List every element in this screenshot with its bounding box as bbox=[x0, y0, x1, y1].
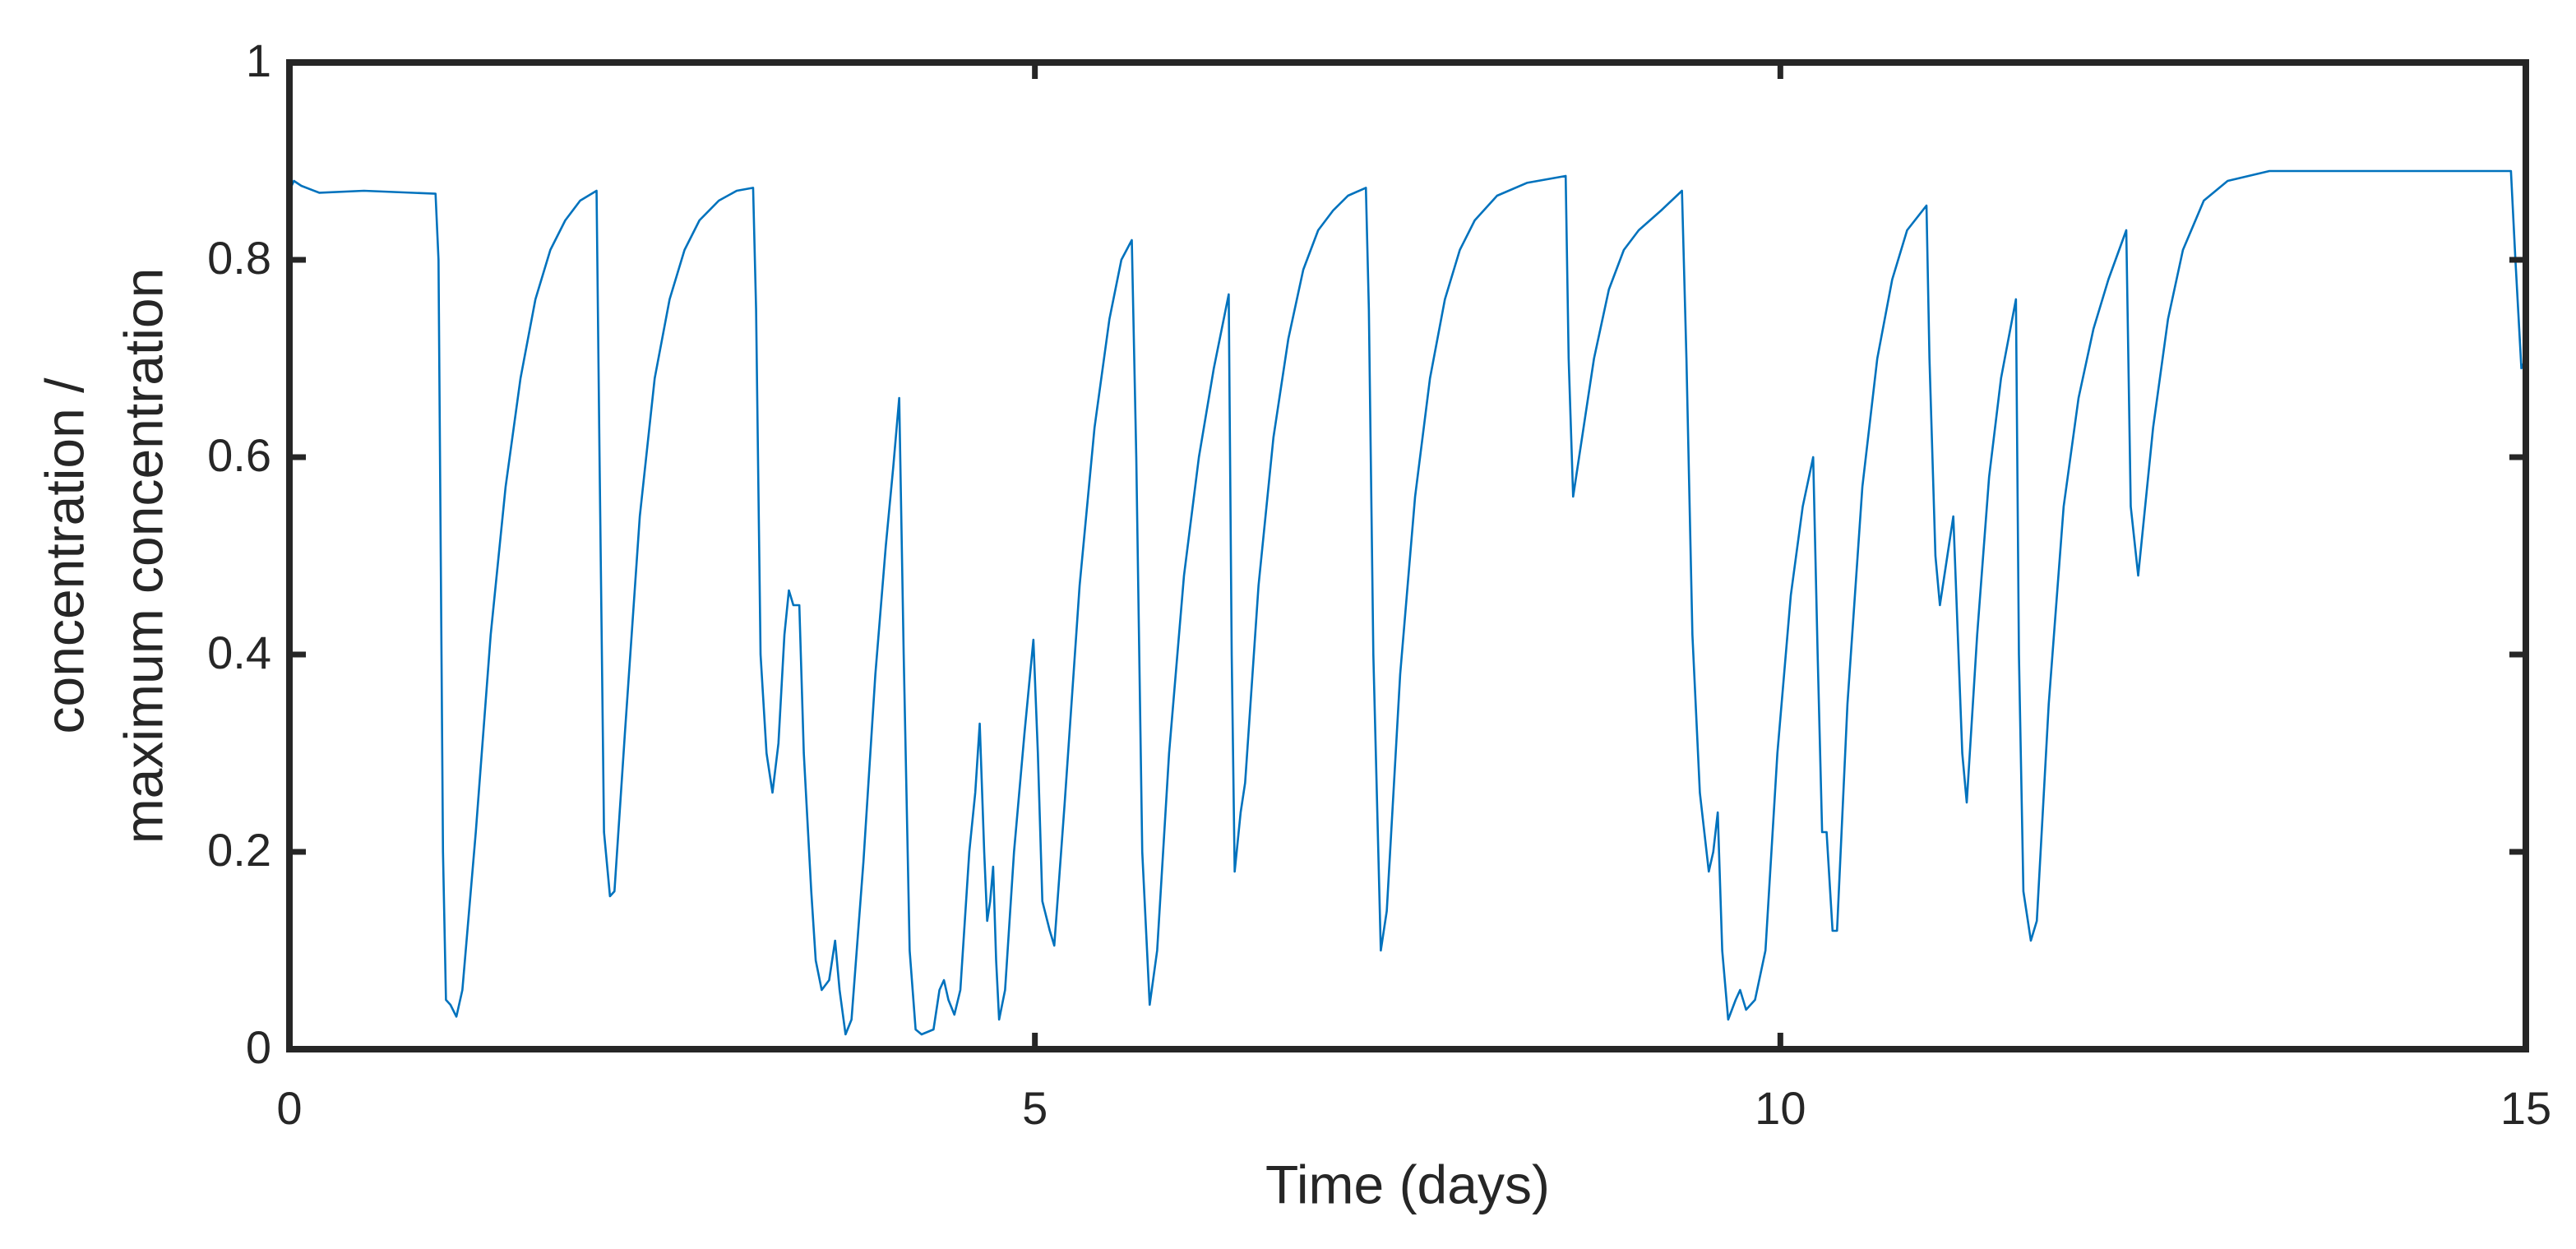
y-tick-label: 0.4 bbox=[207, 627, 271, 678]
x-tick-label: 5 bbox=[1022, 1082, 1048, 1134]
x-axis-title: Time (days) bbox=[1265, 1154, 1550, 1214]
y-axis-title: concentration / bbox=[34, 377, 95, 734]
plot-frame bbox=[286, 59, 2529, 1052]
y-tick-label: 0.8 bbox=[207, 232, 271, 284]
y-axis-title: maximum concentration bbox=[113, 268, 173, 844]
data-line bbox=[288, 169, 2527, 1036]
x-tick-label: 0 bbox=[276, 1082, 302, 1134]
y-tick-label: 0 bbox=[246, 1021, 271, 1073]
y-tick-label: 0.2 bbox=[207, 824, 271, 876]
x-tick-label: 10 bbox=[1755, 1082, 1806, 1134]
x-tick-label: 15 bbox=[2500, 1082, 2551, 1134]
y-tick-label: 1 bbox=[246, 35, 271, 86]
y-tick-label: 0.6 bbox=[207, 429, 271, 481]
